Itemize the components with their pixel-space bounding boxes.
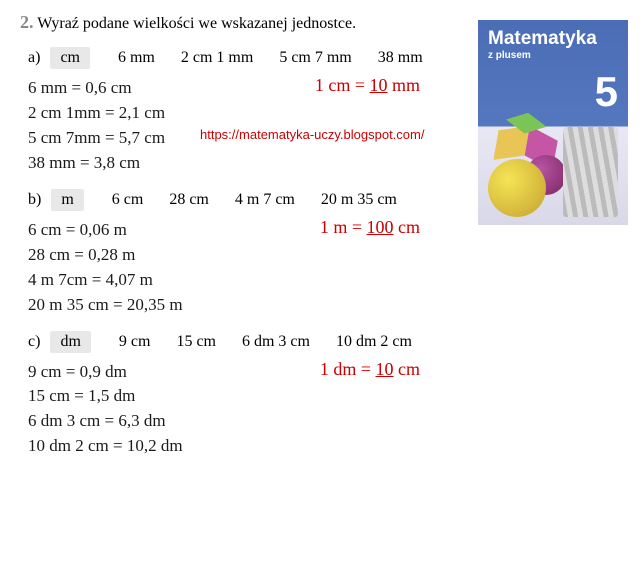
conversion-note: 1 m = 100 cm bbox=[320, 217, 420, 238]
answer: 10 dm 2 cm = 10,2 dm bbox=[20, 435, 620, 458]
problem-line-c: c) dm 9 cm 15 cm 6 dm 3 cm 10 dm 2 cm bbox=[20, 331, 620, 353]
exercise-instruction: Wyraź podane wielkości we wskazanej jedn… bbox=[37, 15, 356, 32]
answer: 4 m 7cm = 4,07 m bbox=[20, 269, 620, 292]
value: 9 cm bbox=[119, 333, 151, 350]
answer: 38 mm = 3,8 cm bbox=[20, 152, 620, 175]
answer: 28 cm = 0,28 m bbox=[20, 244, 620, 267]
value: 6 mm bbox=[118, 49, 155, 66]
unit-box: dm bbox=[50, 331, 90, 353]
section-label: b) bbox=[28, 191, 41, 208]
answer: 15 cm = 1,5 dm bbox=[20, 385, 620, 408]
value: 5 cm 7 mm bbox=[279, 49, 351, 66]
conversion-note: 1 dm = 10 cm bbox=[320, 359, 420, 380]
book-title: Matematyka bbox=[478, 20, 628, 50]
problem-line-a: a) cm 6 mm 2 cm 1 mm 5 cm 7 mm 38 mm bbox=[20, 47, 620, 69]
answer: 2 cm 1mm = 2,1 cm bbox=[20, 102, 620, 125]
value: 4 m 7 cm bbox=[235, 191, 295, 208]
section-label: c) bbox=[28, 333, 40, 350]
answer: 6 dm 3 cm = 6,3 dm bbox=[20, 410, 620, 433]
value: 10 dm 2 cm bbox=[336, 333, 412, 350]
section-c: c) dm 9 cm 15 cm 6 dm 3 cm 10 dm 2 cm 9 … bbox=[20, 331, 620, 459]
problem-line-b: b) m 6 cm 28 cm 4 m 7 cm 20 m 35 cm bbox=[20, 189, 620, 211]
value: 6 dm 3 cm bbox=[242, 333, 310, 350]
value: 20 m 35 cm bbox=[321, 191, 397, 208]
value: 38 mm bbox=[378, 49, 423, 66]
value: 6 cm bbox=[112, 191, 144, 208]
unit-box: cm bbox=[50, 47, 90, 69]
section-label: a) bbox=[28, 49, 40, 66]
section-b: b) m 6 cm 28 cm 4 m 7 cm 20 m 35 cm 6 cm… bbox=[20, 189, 620, 317]
value: 28 cm bbox=[169, 191, 209, 208]
unit-box: m bbox=[51, 189, 83, 211]
value: 15 cm bbox=[176, 333, 216, 350]
exercise-number: 2. bbox=[20, 12, 34, 32]
value: 2 cm 1 mm bbox=[181, 49, 253, 66]
answer: 20 m 35 cm = 20,35 m bbox=[20, 294, 620, 317]
blog-link[interactable]: https://matematyka-uczy.blogspot.com/ bbox=[200, 127, 424, 142]
conversion-note: 1 cm = 10 mm bbox=[315, 75, 420, 96]
section-a: a) cm 6 mm 2 cm 1 mm 5 cm 7 mm 38 mm 6 m… bbox=[20, 47, 620, 175]
